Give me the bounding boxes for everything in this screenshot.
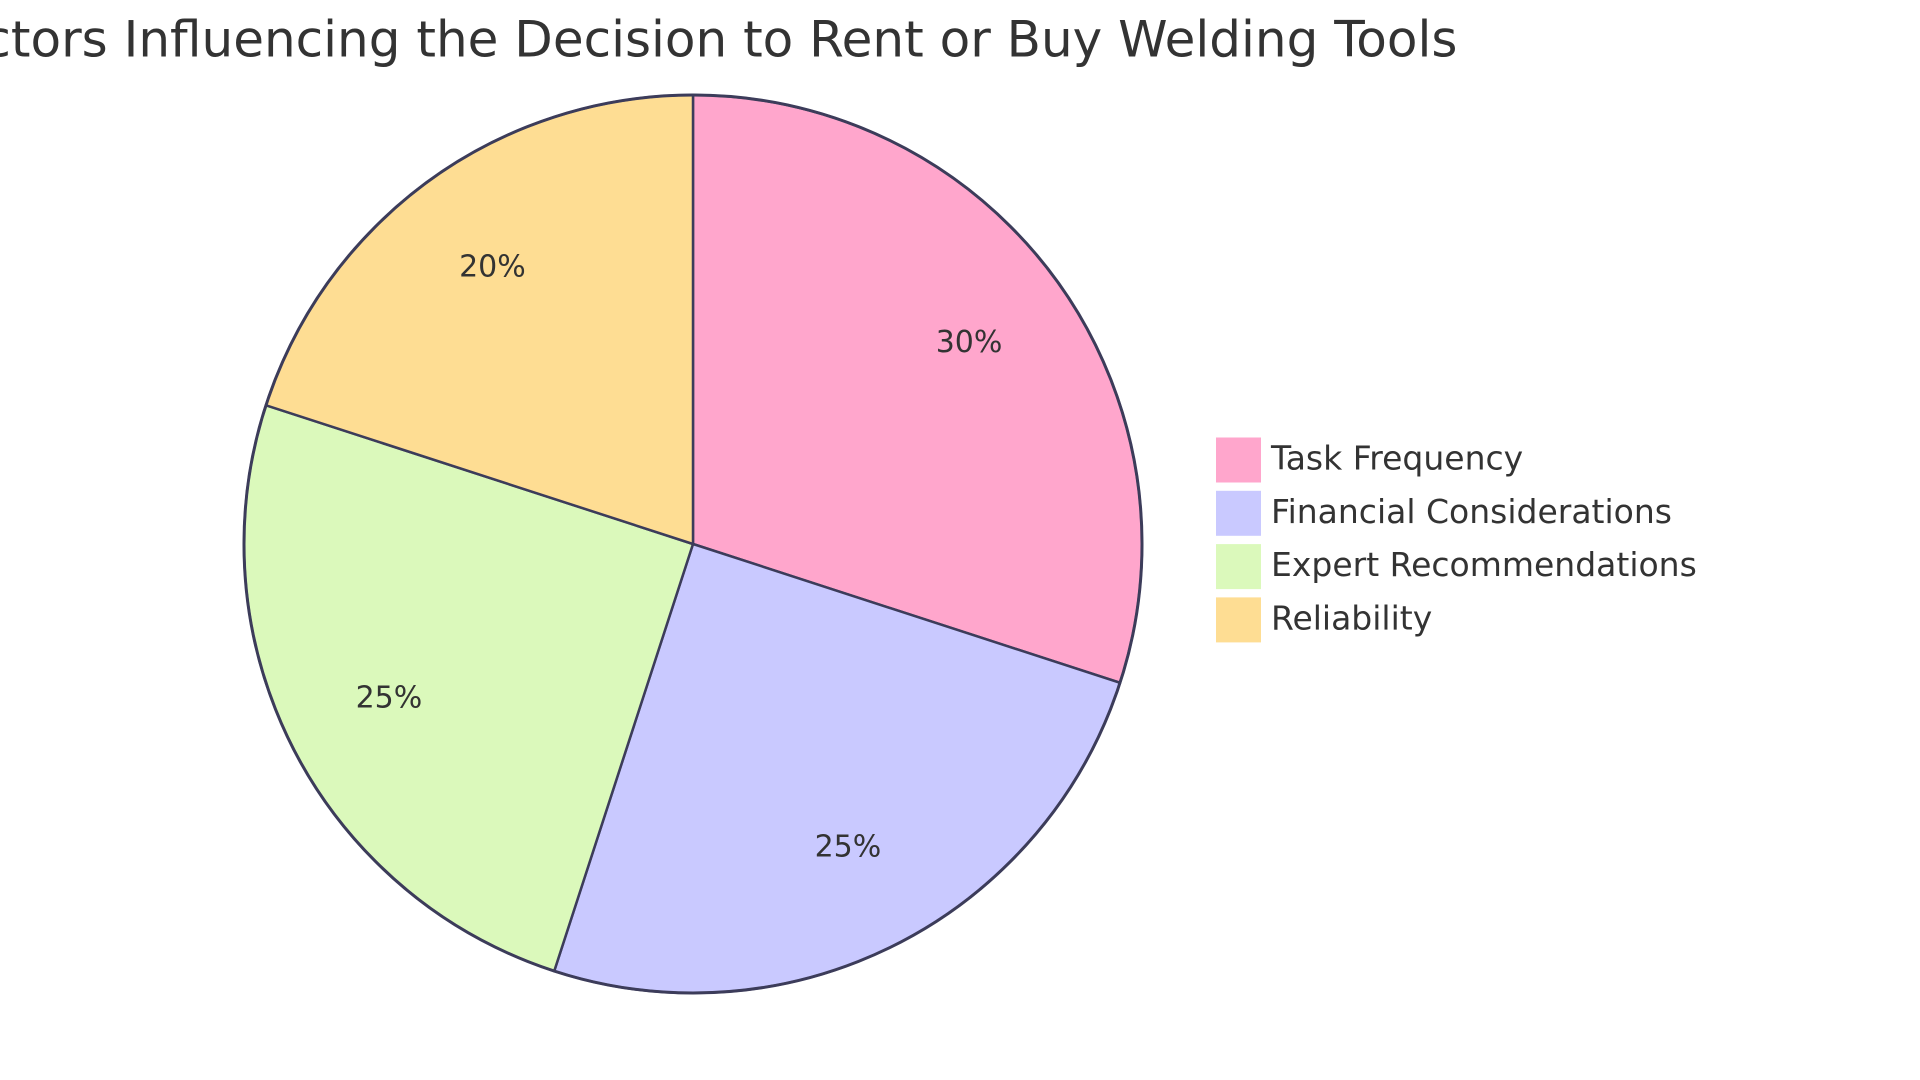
legend-swatch [1216, 490, 1261, 536]
slice-label: 25% [815, 830, 882, 865]
chart-title: Factors Influencing the Decision to Rent… [0, 11, 1457, 69]
legend-label: Financial Considerations [1271, 492, 1672, 531]
pie-outline [242, 93, 1144, 995]
slice-label: 30% [936, 325, 1003, 360]
slice-label: 20% [459, 249, 526, 284]
legend-swatch [1216, 597, 1261, 643]
legend-label: Expert Recommendations [1271, 545, 1697, 584]
legend-swatch [1216, 437, 1261, 483]
legend-label: Task Frequency [1270, 439, 1523, 478]
legend-swatch [1216, 544, 1261, 590]
slice-label: 25% [356, 680, 423, 715]
legend-label: Reliability [1271, 598, 1432, 637]
